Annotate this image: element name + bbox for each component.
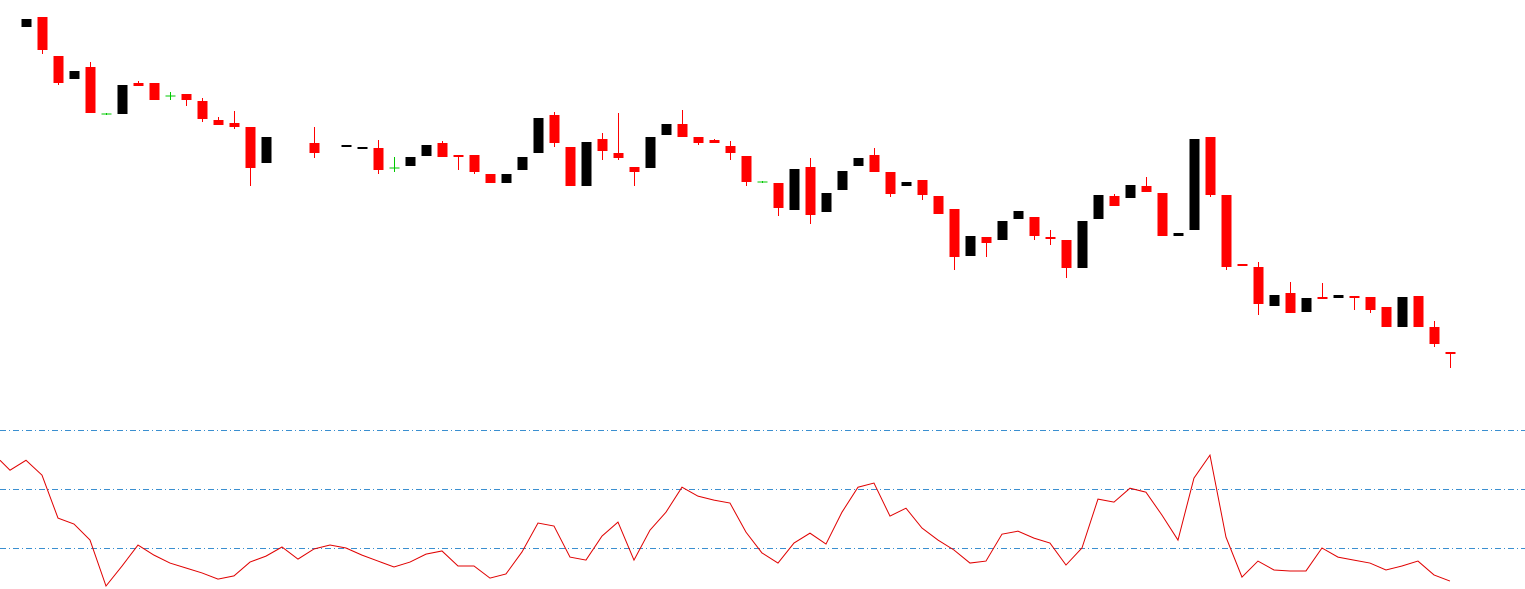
candle-body xyxy=(693,137,704,143)
candle-body xyxy=(869,155,880,172)
candle-body xyxy=(1269,295,1280,306)
candle-body xyxy=(501,174,512,183)
candle-body xyxy=(133,83,144,86)
candle-body xyxy=(1109,196,1120,206)
candle-body xyxy=(181,94,192,100)
candle-body xyxy=(1429,327,1440,344)
candle-body xyxy=(453,155,464,157)
candle-body xyxy=(1285,293,1296,313)
candle-body xyxy=(517,157,528,170)
candle-body xyxy=(117,85,128,114)
candle-body xyxy=(421,145,432,156)
candle-body xyxy=(1397,297,1408,327)
candle-body xyxy=(1205,137,1216,195)
candle-body xyxy=(1317,297,1328,299)
oscillator-line xyxy=(0,453,1451,588)
candle-body xyxy=(1093,195,1104,219)
candle-body xyxy=(549,115,560,143)
candle-body xyxy=(85,67,96,113)
candle-body xyxy=(245,127,256,168)
candle-body xyxy=(1013,211,1024,219)
candle-body xyxy=(1445,352,1456,354)
candle-body xyxy=(661,124,672,135)
candle-body xyxy=(485,174,496,183)
candle-body xyxy=(565,147,576,186)
candle-body xyxy=(677,124,688,137)
candle-body xyxy=(373,148,384,170)
candle-body xyxy=(997,221,1008,240)
candle-body xyxy=(965,236,976,256)
candle-body xyxy=(901,182,912,186)
candle-body xyxy=(1365,297,1376,310)
candle-body xyxy=(37,17,48,50)
candle-body xyxy=(837,171,848,190)
candle-body xyxy=(1221,195,1232,267)
candle-body xyxy=(629,167,640,172)
candle-body xyxy=(437,143,448,157)
candle-body xyxy=(597,139,608,151)
candle-body xyxy=(885,172,896,194)
candle-body xyxy=(1029,217,1040,236)
candle-body xyxy=(917,180,928,195)
candle-body xyxy=(773,183,784,208)
candle-body xyxy=(533,118,544,153)
candle-body xyxy=(789,169,800,210)
candle-body xyxy=(1349,296,1360,298)
candle-body xyxy=(613,153,624,158)
candle-body xyxy=(149,83,160,100)
candle-body xyxy=(1157,193,1168,236)
candle-body xyxy=(69,71,80,79)
candle-body xyxy=(1333,295,1344,298)
candle-body xyxy=(805,167,816,215)
candle-body xyxy=(1189,139,1200,230)
candle-body xyxy=(725,146,736,153)
candle-body xyxy=(357,147,368,149)
candle-body xyxy=(213,120,224,125)
candle-body xyxy=(1141,186,1152,192)
candle-body xyxy=(1237,264,1248,266)
candle-body xyxy=(229,123,240,127)
candle-body xyxy=(709,140,720,143)
candle-body xyxy=(1173,233,1184,236)
candle-body xyxy=(197,101,208,119)
candle-body xyxy=(341,145,352,147)
candle-body xyxy=(581,142,592,186)
candle-body xyxy=(981,237,992,243)
candle-body xyxy=(1061,240,1072,268)
candle-body xyxy=(261,137,272,163)
candle-body xyxy=(309,143,320,153)
candle-body xyxy=(1045,237,1056,239)
candle-body xyxy=(1125,185,1136,198)
candle-body xyxy=(53,56,64,83)
candle-body xyxy=(21,19,32,27)
candle-body xyxy=(1301,298,1312,312)
candle-body xyxy=(741,156,752,182)
candle-body xyxy=(645,137,656,168)
candle-body xyxy=(405,157,416,166)
candle-body xyxy=(949,209,960,257)
candle-body xyxy=(1253,267,1264,304)
candle-body xyxy=(469,155,480,172)
candle-body xyxy=(821,193,832,212)
candle-body xyxy=(1381,307,1392,327)
candle-body xyxy=(1077,221,1088,268)
candle-body xyxy=(1413,296,1424,327)
candle-body xyxy=(853,158,864,166)
candle-body xyxy=(933,196,944,214)
